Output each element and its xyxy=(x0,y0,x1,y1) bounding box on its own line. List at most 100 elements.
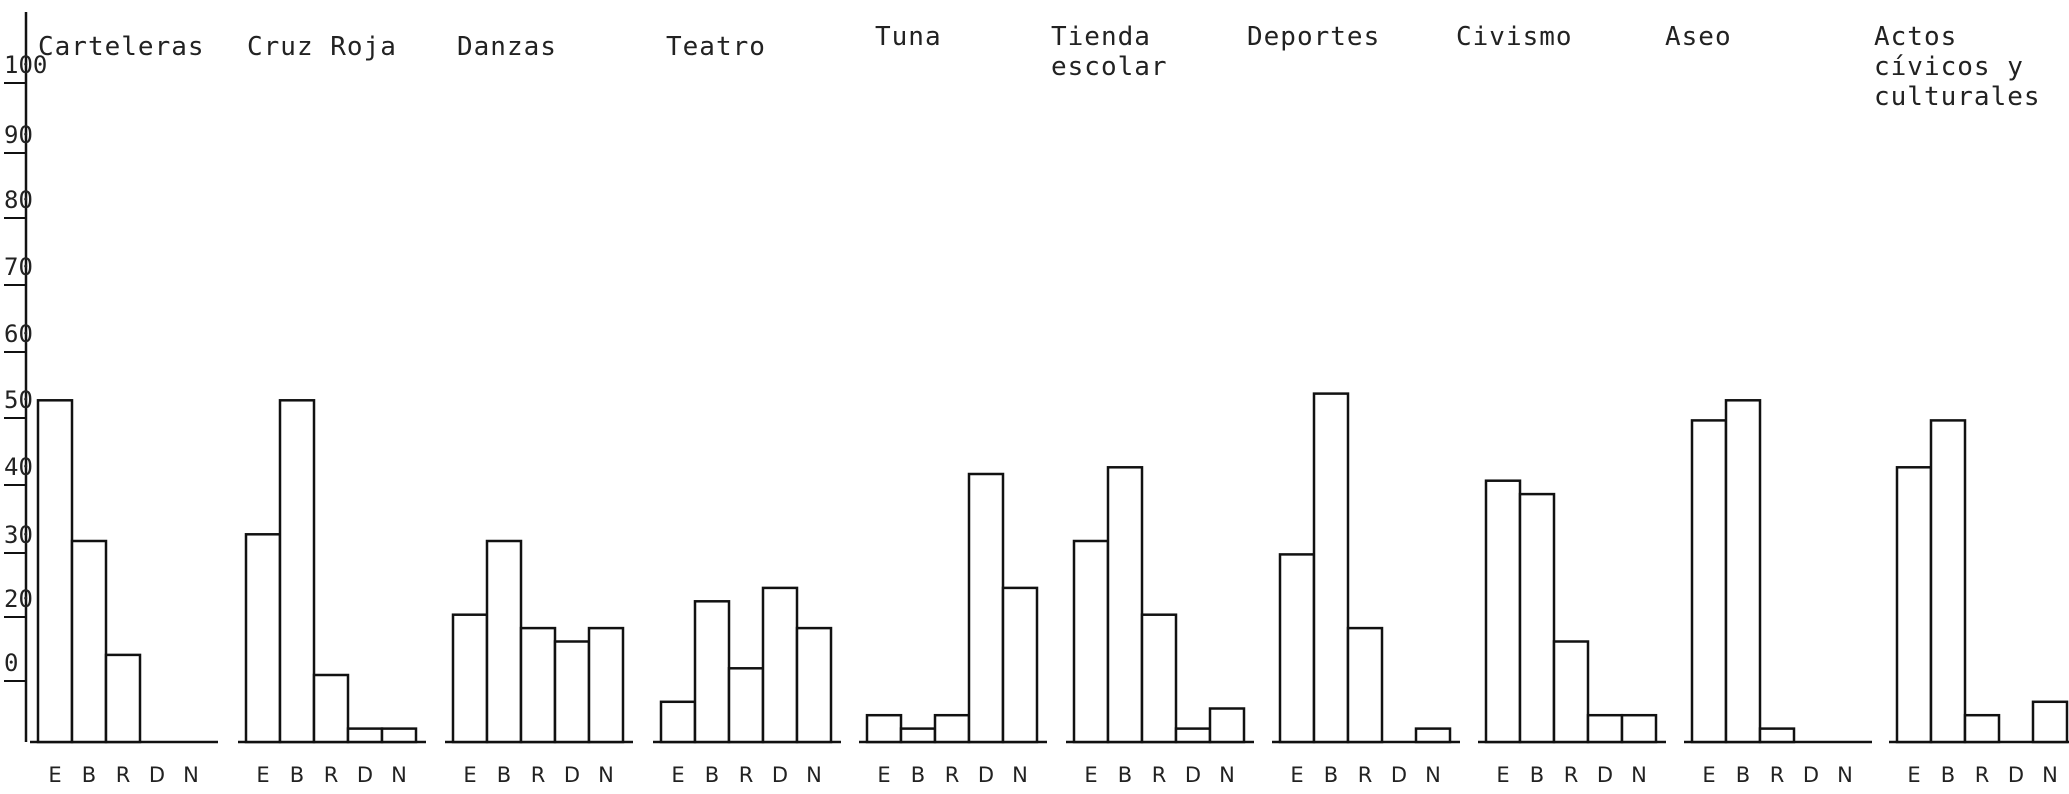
bar xyxy=(761,586,799,744)
category-label: B xyxy=(1118,763,1132,787)
bar xyxy=(1724,399,1762,744)
y-tick-label: 80 xyxy=(4,186,33,214)
category-label: E xyxy=(671,763,684,787)
bar xyxy=(244,533,282,744)
group-title: Tuna xyxy=(875,22,942,52)
bar xyxy=(451,613,489,744)
bar-group: Aseo E B R D N xyxy=(1665,22,1872,787)
bar-group: Teatro E B R D N xyxy=(653,32,841,787)
bar xyxy=(933,713,971,744)
bar xyxy=(104,653,142,744)
bar xyxy=(1586,713,1624,744)
bar xyxy=(380,727,418,744)
bar xyxy=(2031,700,2069,744)
group-title: Carteleras xyxy=(38,32,205,62)
bar xyxy=(1208,707,1246,744)
category-label: E xyxy=(48,763,61,787)
group-title: escolar xyxy=(1051,52,1168,82)
group-title: Civismo xyxy=(1456,22,1573,52)
category-label: B xyxy=(290,763,304,787)
bar xyxy=(587,626,625,744)
category-label: D xyxy=(149,763,165,787)
category-label: D xyxy=(564,763,580,787)
category-label: D xyxy=(357,763,373,787)
category-label: N xyxy=(1219,763,1235,787)
group-title: culturales xyxy=(1874,82,2041,112)
bar xyxy=(1552,640,1590,744)
bar xyxy=(865,713,903,744)
category-label: E xyxy=(1290,763,1303,787)
category-label: B xyxy=(497,763,511,787)
category-label: N xyxy=(391,763,407,787)
group-title: Teatro xyxy=(666,32,766,62)
bar xyxy=(1929,419,1967,744)
category-label: D xyxy=(2008,763,2024,787)
bar-group: Danzas E B R D N xyxy=(445,32,633,787)
category-label: R xyxy=(1770,763,1785,787)
bar-group: Carteleras E B R D N xyxy=(30,32,218,787)
y-tick-label: 100 xyxy=(4,51,47,79)
bar xyxy=(795,626,833,744)
group-title: cívicos y xyxy=(1874,52,2024,82)
bar xyxy=(1106,466,1144,744)
bar xyxy=(1001,586,1039,744)
bar xyxy=(553,640,591,744)
bar xyxy=(1346,626,1384,744)
y-tick-label: 20 xyxy=(4,585,33,613)
bar-group: Deportes E B R D N xyxy=(1247,22,1460,787)
category-label: R xyxy=(531,763,546,787)
category-label: D xyxy=(1391,763,1407,787)
category-label: R xyxy=(1564,763,1579,787)
category-label: E xyxy=(1084,763,1097,787)
bar xyxy=(1174,727,1212,744)
y-tick-label: 60 xyxy=(4,320,33,348)
category-label: R xyxy=(324,763,339,787)
category-label: N xyxy=(598,763,614,787)
bar xyxy=(1312,392,1350,744)
category-label: R xyxy=(116,763,131,787)
category-label: R xyxy=(945,763,960,787)
bar xyxy=(346,727,384,744)
bar xyxy=(727,667,765,744)
group-title: Cruz Roja xyxy=(247,32,397,62)
y-tick-label: 30 xyxy=(4,521,33,549)
y-tick-label: 70 xyxy=(4,253,33,281)
bar xyxy=(1278,553,1316,744)
bar-group: Civismo E B R D N xyxy=(1456,22,1666,787)
bar xyxy=(1518,492,1556,744)
y-tick-label: 40 xyxy=(4,453,33,481)
category-label: B xyxy=(1530,763,1544,787)
category-label: N xyxy=(1012,763,1028,787)
category-label: B xyxy=(1736,763,1750,787)
bar xyxy=(1963,713,2001,744)
group-title: Aseo xyxy=(1665,22,1732,52)
group-title: Deportes xyxy=(1247,22,1380,52)
group-title: Actos xyxy=(1874,22,1957,52)
bar xyxy=(519,626,557,744)
bar xyxy=(1620,713,1658,744)
category-label: R xyxy=(1152,763,1167,787)
category-label: B xyxy=(82,763,96,787)
bar-group: Tuna E B R D N xyxy=(859,22,1047,787)
bar xyxy=(693,600,731,744)
category-label: B xyxy=(1324,763,1338,787)
category-label: E xyxy=(256,763,269,787)
bar xyxy=(659,700,697,744)
category-label: N xyxy=(183,763,199,787)
category-label: D xyxy=(1803,763,1819,787)
category-label: R xyxy=(739,763,754,787)
y-tick-label: 0 xyxy=(4,649,18,677)
category-label: N xyxy=(1631,763,1647,787)
bar xyxy=(1072,539,1110,744)
category-label: D xyxy=(772,763,788,787)
category-label: R xyxy=(1975,763,1990,787)
category-label: B xyxy=(705,763,719,787)
category-label: E xyxy=(877,763,890,787)
category-label: N xyxy=(806,763,822,787)
bar xyxy=(1758,727,1796,744)
